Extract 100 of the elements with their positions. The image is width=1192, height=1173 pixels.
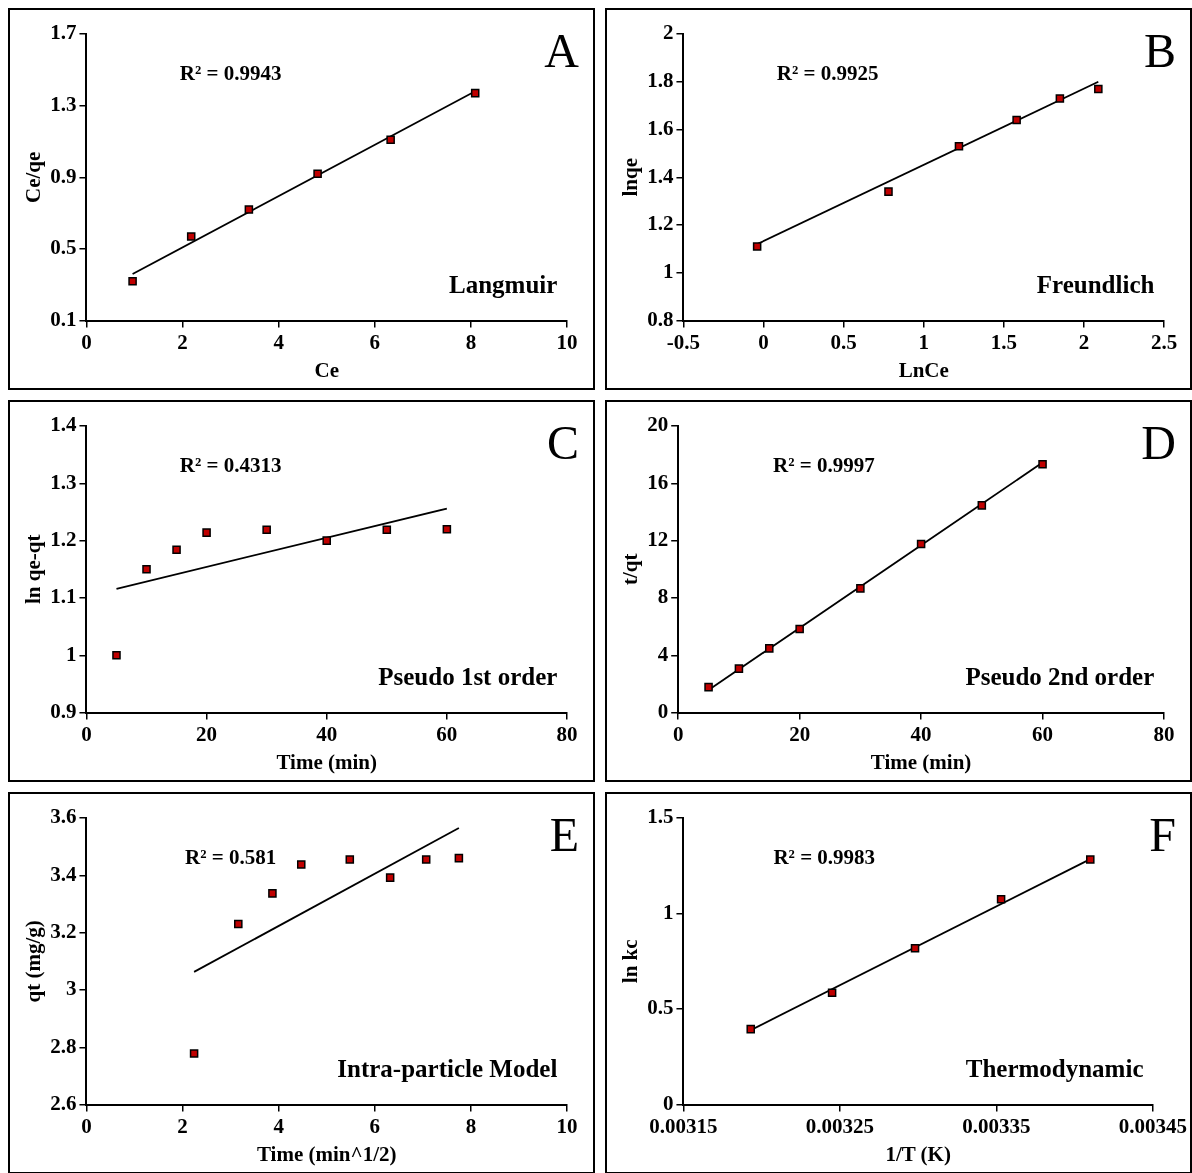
point	[910, 944, 920, 953]
y-tick-label: 0	[662, 1091, 674, 1116]
y-tick-label: 0	[657, 699, 669, 724]
point	[884, 187, 893, 196]
point	[470, 88, 480, 98]
point	[186, 232, 196, 241]
chart-title: E	[549, 807, 579, 861]
x-tick-label: 80	[1153, 721, 1175, 746]
point	[996, 894, 1006, 904]
x-tick-label: 60	[1032, 721, 1054, 746]
point	[128, 276, 137, 286]
y-tick-label: 1.5	[647, 804, 674, 829]
chart-title: D	[1141, 415, 1176, 469]
x-tick-label: 8	[465, 329, 477, 354]
point	[442, 524, 452, 534]
annotation: R² = 0.9943	[179, 60, 282, 85]
y-tick-label: 3.2	[50, 919, 77, 944]
x-tick-label: 40	[316, 721, 338, 746]
x-tick-label: 4	[273, 329, 285, 354]
y-tick-label: 1.7	[50, 20, 77, 45]
y-tick-label: 4	[657, 641, 669, 666]
annotation: Pseudo 1st order	[378, 662, 558, 690]
chart-title: F	[1149, 807, 1176, 861]
y-tick-label: 2.6	[50, 1091, 77, 1116]
x-tick-label: 1.5	[990, 329, 1017, 354]
y-tick-label: 2.8	[50, 1033, 77, 1058]
x-tick-label: -0.5	[666, 329, 701, 354]
point	[244, 205, 254, 214]
point	[262, 525, 271, 535]
y-tick-label: 0.8	[647, 307, 674, 332]
y-axis-title: t/qt	[618, 553, 643, 586]
point	[1012, 115, 1021, 125]
point	[234, 919, 243, 929]
x-tick-label: 1	[918, 329, 929, 354]
x-axis-title: Time (min)	[276, 749, 377, 774]
x-tick-label: 0.00335	[962, 1113, 1031, 1138]
x-tick-label: 0.00345	[1118, 1113, 1187, 1138]
point	[345, 855, 355, 864]
x-tick-label: 20	[196, 721, 218, 746]
x-axis-title: Ce	[314, 357, 339, 382]
annotation: R² = 0.9983	[773, 844, 876, 869]
point	[856, 584, 865, 593]
x-tick-label: 80	[556, 721, 578, 746]
point	[454, 853, 464, 863]
x-tick-label: 6	[369, 329, 381, 354]
y-tick-label: 1	[662, 259, 674, 284]
y-tick-label: 0.1	[50, 307, 77, 332]
x-axis-title: 1/T (K)	[885, 1141, 951, 1166]
point	[386, 135, 395, 144]
x-tick-label: 6	[369, 1113, 381, 1138]
x-tick-label: 2	[177, 329, 188, 354]
y-tick-label: 0.5	[647, 995, 674, 1020]
y-tick-label: 1.6	[647, 115, 674, 140]
point	[421, 855, 431, 864]
x-tick-label: 10	[556, 329, 578, 354]
y-tick-label: 0.9	[50, 699, 77, 724]
annotation: Intra-particle Model	[337, 1054, 558, 1082]
y-tick-label: 1.3	[50, 92, 77, 117]
x-tick-label: 8	[465, 1113, 477, 1138]
x-tick-label: 0.00325	[805, 1113, 875, 1138]
x-axis-title: LnCe	[898, 357, 949, 382]
y-tick-label: 16	[647, 469, 669, 494]
y-tick-label: 3.4	[50, 861, 77, 886]
point	[313, 169, 322, 178]
y-tick-label: 1	[662, 899, 674, 924]
y-tick-label: 1.2	[50, 527, 77, 552]
x-tick-label: 2.5	[1150, 329, 1178, 354]
y-axis-title: Ce/qe	[21, 151, 46, 203]
y-tick-label: 0.9	[50, 163, 77, 188]
point	[1086, 855, 1095, 864]
y-tick-label: 1	[65, 641, 77, 666]
point	[954, 141, 964, 151]
y-tick-label: 3.6	[50, 804, 77, 829]
point	[322, 536, 332, 545]
point	[382, 525, 392, 535]
point	[977, 501, 987, 510]
point	[268, 889, 277, 898]
y-tick-label: 1.1	[50, 584, 77, 609]
y-tick-label: 1.4	[647, 163, 674, 188]
annotation: R² = 0.9997	[773, 452, 875, 477]
y-tick-label: 1.2	[647, 211, 674, 236]
y-axis-title: lnqe	[618, 158, 643, 197]
chart-title: B	[1143, 23, 1176, 77]
y-tick-label: 3	[65, 976, 77, 1001]
point	[296, 860, 306, 869]
y-tick-label: 1.8	[647, 68, 674, 93]
annotation: R² = 0.4313	[179, 452, 282, 477]
x-tick-label: 0.00315	[649, 1113, 718, 1138]
point	[202, 528, 211, 537]
y-tick-label: 1.3	[50, 469, 77, 494]
x-tick-label: 20	[789, 721, 811, 746]
point	[189, 1049, 199, 1058]
point	[112, 650, 121, 660]
annotation: Thermodynamic	[965, 1054, 1144, 1082]
point	[172, 545, 181, 555]
x-tick-label: 10	[556, 1113, 578, 1138]
annotation: R² = 0.9925	[776, 60, 879, 85]
y-tick-label: 2	[662, 20, 674, 45]
point	[752, 242, 762, 251]
point	[827, 988, 837, 998]
